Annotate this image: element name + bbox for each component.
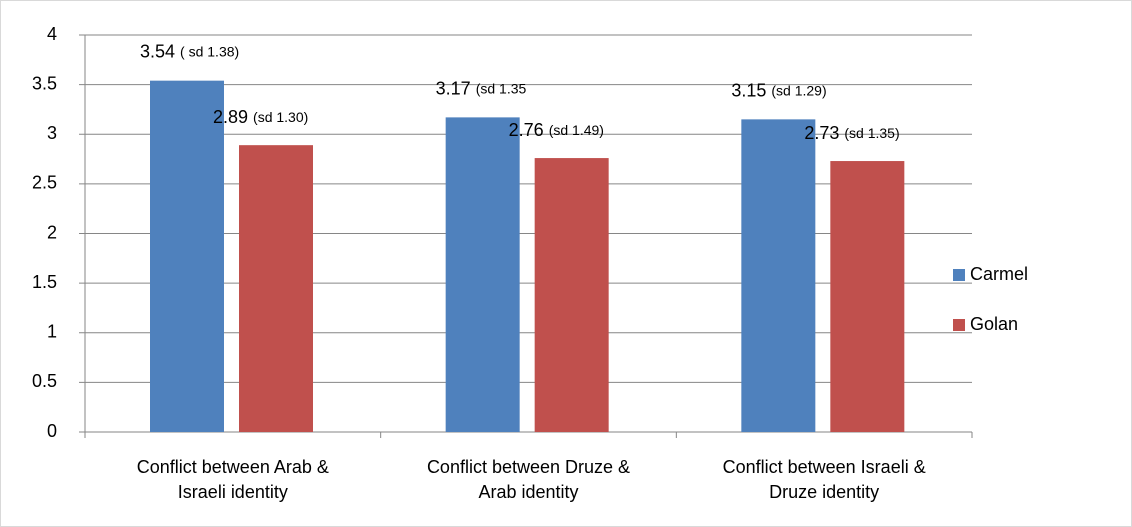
y-tick-label: 0.5	[32, 371, 57, 391]
y-tick-label: 0	[47, 421, 57, 441]
sd-annotation: (sd 1.35	[476, 80, 527, 96]
bar	[239, 145, 313, 433]
y-tick-label: 3	[47, 123, 57, 143]
y-tick-label: 3.5	[32, 73, 57, 93]
data-label: 2.73 (sd 1.35)	[804, 123, 899, 143]
value-label: 3.15	[731, 80, 766, 100]
y-tick-label: 1.5	[32, 272, 57, 292]
x-tick-label: Druze identity	[769, 482, 879, 502]
x-tick-label: Israeli identity	[178, 482, 288, 502]
x-tick-label: Arab identity	[478, 482, 578, 502]
data-label: 3.15 (sd 1.29)	[731, 80, 826, 100]
legend-label: Golan	[970, 314, 1018, 334]
sd-annotation: (sd 1.30)	[253, 109, 308, 125]
sd-annotation: ( sd 1.38)	[180, 43, 239, 59]
bar	[534, 158, 609, 432]
bar	[830, 161, 905, 433]
x-tick-label: Conflict between Druze &	[427, 457, 630, 477]
sd-annotation: (sd 1.49)	[549, 122, 604, 138]
data-label: 2.76 (sd 1.49)	[509, 120, 604, 140]
data-label: 3.54 ( sd 1.38)	[140, 41, 239, 61]
value-label: 3.17	[436, 78, 471, 98]
sd-annotation: (sd 1.29)	[771, 82, 826, 98]
x-tick-label: Conflict between Israeli &	[723, 457, 926, 477]
legend-swatch	[953, 269, 965, 281]
y-tick-label: 2	[47, 222, 57, 242]
value-label: 2.73	[804, 123, 839, 143]
value-label: 2.89	[213, 107, 248, 127]
legend-swatch	[953, 319, 965, 331]
value-label: 3.54	[140, 41, 175, 61]
bar	[741, 119, 816, 433]
bar	[150, 80, 224, 432]
y-tick-label: 1	[47, 322, 57, 342]
legend-label: Carmel	[970, 264, 1028, 284]
value-label: 2.76	[509, 120, 544, 140]
data-label: 2.89 (sd 1.30)	[213, 107, 308, 127]
sd-annotation: (sd 1.35)	[844, 125, 899, 141]
y-tick-label: 2.5	[32, 173, 57, 193]
data-label: 3.17 (sd 1.35	[436, 78, 527, 98]
x-tick-label: Conflict between Arab &	[137, 457, 329, 477]
y-tick-label: 4	[47, 24, 57, 44]
bar	[445, 117, 520, 432]
